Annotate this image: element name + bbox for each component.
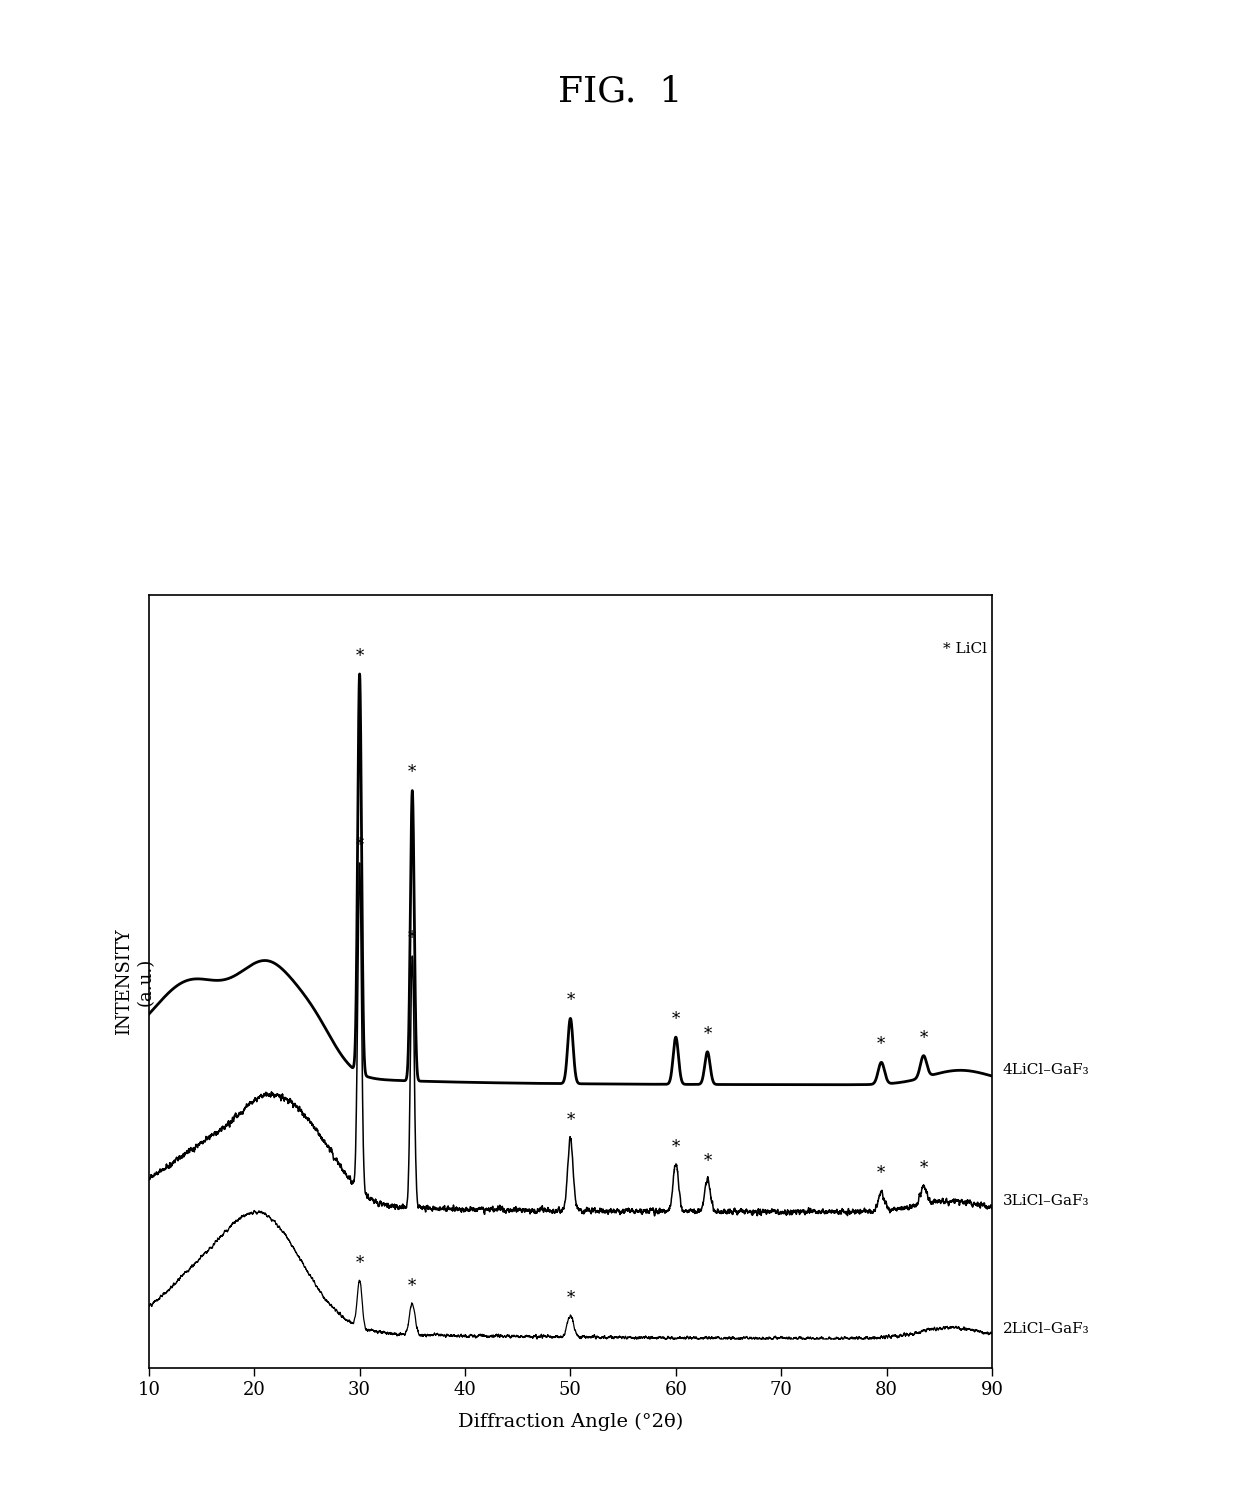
Text: *: * (919, 1160, 928, 1178)
Text: 3LiCl–GaF₃: 3LiCl–GaF₃ (1003, 1194, 1089, 1209)
Text: *: * (356, 1255, 363, 1271)
Text: *: * (877, 1036, 885, 1053)
Text: *: * (703, 1026, 712, 1042)
Text: *: * (408, 931, 417, 947)
Text: *: * (672, 1139, 680, 1157)
Text: *: * (408, 1277, 417, 1295)
Text: FIG.  1: FIG. 1 (558, 74, 682, 109)
Text: *: * (567, 1289, 574, 1307)
Text: *: * (567, 1112, 574, 1129)
Text: *: * (703, 1152, 712, 1170)
Text: *: * (356, 837, 363, 854)
Text: *: * (672, 1011, 680, 1028)
Text: *: * (919, 1029, 928, 1047)
Text: *: * (408, 764, 417, 782)
Text: *: * (567, 992, 574, 1010)
Text: 2LiCl–GaF₃: 2LiCl–GaF₃ (1003, 1322, 1089, 1335)
Text: 4LiCl–GaF₃: 4LiCl–GaF₃ (1003, 1063, 1089, 1077)
Y-axis label: INTENSITY
(a.u.): INTENSITY (a.u.) (115, 928, 154, 1035)
Text: * LiCl: * LiCl (942, 642, 987, 656)
Text: *: * (356, 648, 363, 665)
Text: *: * (877, 1164, 885, 1182)
X-axis label: Diffraction Angle (°2θ): Diffraction Angle (°2θ) (458, 1413, 683, 1432)
